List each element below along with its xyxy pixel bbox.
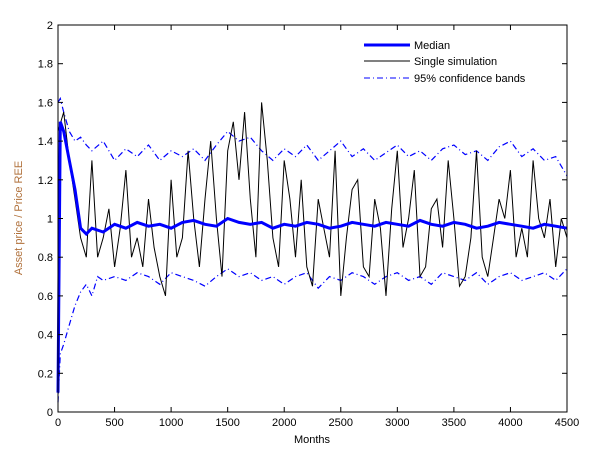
x-tick-label: 0 — [55, 417, 61, 429]
y-tick-label: 0.2 — [38, 368, 53, 380]
y-tick-label: 1.2 — [38, 175, 53, 187]
y-tick-label: 0.6 — [38, 291, 53, 303]
x-tick-label: 500 — [105, 417, 123, 429]
x-tick-label: 2500 — [329, 417, 353, 429]
series-confidence-band-line — [57, 96, 568, 177]
y-tick-label: 0 — [47, 407, 53, 419]
y-tick-label: 2 — [47, 20, 53, 32]
x-tick-label: 1000 — [159, 417, 183, 429]
legend-label-single: Single simulation — [414, 56, 497, 68]
x-tick-label: 4500 — [555, 417, 579, 429]
x-tick-label: 2000 — [272, 417, 296, 429]
x-tick-label: 1500 — [215, 417, 239, 429]
x-axis-label: Months — [294, 434, 331, 446]
y-tick-label: 1 — [47, 214, 53, 226]
x-tick-label: 4000 — [498, 417, 522, 429]
y-tick-label: 1.8 — [38, 59, 53, 71]
y-tick-label: 1.4 — [38, 136, 53, 148]
series-single-simulation-line — [57, 102, 568, 297]
series-confidence-band-line — [57, 268, 568, 403]
x-tick-label: 3500 — [442, 417, 466, 429]
series-median-line — [56, 121, 568, 393]
y-axis-label: Asset price / Price REE — [13, 161, 25, 275]
legend-label-median: Median — [414, 40, 450, 52]
y-tick-label: 1.6 — [38, 97, 53, 109]
y-tick-label: 0.8 — [38, 252, 53, 264]
legend: Median Single simulation 95% confidence … — [364, 40, 526, 85]
x-tick-label: 3000 — [385, 417, 409, 429]
y-tick-label: 0.4 — [38, 330, 53, 342]
legend-label-bands: 95% confidence bands — [414, 73, 526, 85]
